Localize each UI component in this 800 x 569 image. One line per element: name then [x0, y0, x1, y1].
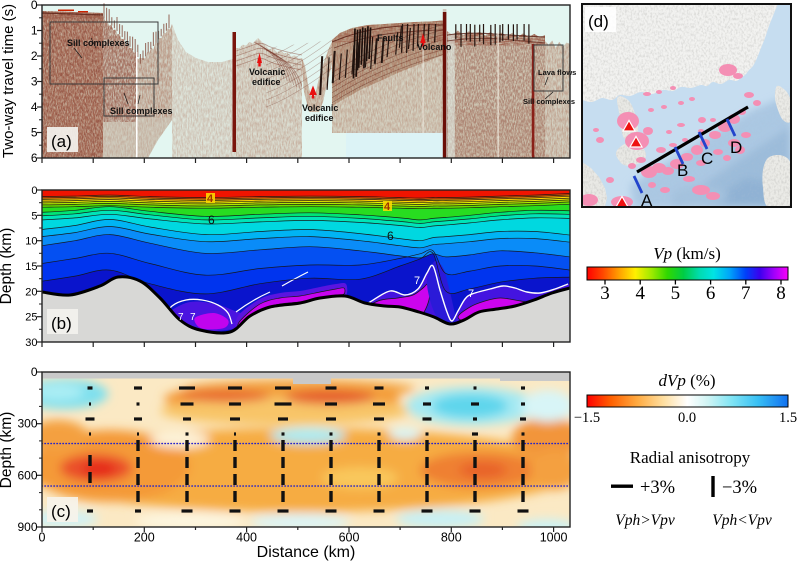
svg-text:dVp (%): dVp (%) [658, 371, 715, 390]
svg-text:5: 5 [31, 210, 37, 222]
svg-text:B: B [677, 161, 688, 180]
svg-text:200: 200 [134, 531, 155, 545]
svg-text:(b): (b) [51, 314, 72, 333]
svg-text:6: 6 [387, 229, 394, 243]
svg-text:6: 6 [208, 213, 215, 227]
svg-text:0: 0 [31, 365, 38, 379]
svg-text:20: 20 [25, 286, 37, 298]
svg-text:0: 0 [31, 185, 37, 197]
svg-text:edifice: edifice [252, 77, 281, 87]
svg-text:D: D [730, 138, 742, 157]
svg-text:800: 800 [441, 531, 462, 545]
svg-text:0: 0 [31, 0, 38, 12]
svg-text:Volcanic: Volcanic [302, 103, 338, 113]
svg-text:300: 300 [17, 417, 37, 431]
svg-text:15: 15 [25, 261, 37, 273]
svg-text:5: 5 [671, 283, 681, 304]
svg-text:2: 2 [31, 49, 38, 63]
svg-text:Volcano: Volcano [417, 42, 452, 52]
svg-text:600: 600 [17, 468, 37, 482]
svg-text:5: 5 [31, 126, 38, 140]
svg-text:4: 4 [31, 100, 38, 114]
svg-text:Faults: Faults [377, 33, 404, 43]
svg-text:(a): (a) [51, 132, 72, 151]
svg-text:Two-way travel time (s): Two-way travel time (s) [0, 4, 17, 158]
svg-text:−1.5: −1.5 [574, 410, 600, 426]
svg-text:Vp (km/s): Vp (km/s) [653, 244, 721, 263]
svg-text:(d): (d) [588, 12, 609, 31]
svg-text:4: 4 [635, 283, 645, 304]
svg-text:3: 3 [600, 283, 610, 304]
svg-text:Sill complexes: Sill complexes [67, 38, 130, 48]
svg-text:Depth (km): Depth (km) [0, 228, 15, 305]
svg-text:Vph>Vpv: Vph>Vpv [615, 512, 675, 529]
svg-text:Distance (km): Distance (km) [257, 544, 356, 561]
svg-text:7: 7 [178, 312, 184, 323]
svg-text:400: 400 [236, 531, 257, 545]
svg-text:1.5: 1.5 [779, 410, 797, 426]
svg-text:3: 3 [31, 75, 38, 89]
svg-text:600: 600 [339, 531, 360, 545]
svg-text:10: 10 [25, 236, 37, 248]
svg-text:edifice: edifice [305, 113, 334, 123]
svg-text:4: 4 [384, 201, 391, 213]
svg-text:−3%: −3% [722, 478, 757, 498]
svg-text:6: 6 [31, 151, 38, 165]
svg-text:Radial anisotropy: Radial anisotropy [630, 448, 751, 467]
svg-text:7: 7 [468, 288, 474, 300]
svg-text:6: 6 [706, 283, 716, 304]
svg-text:Sill complexes: Sill complexes [110, 106, 173, 116]
svg-text:Sill complexes: Sill complexes [523, 97, 575, 106]
svg-text:25: 25 [25, 312, 37, 324]
svg-text:0: 0 [39, 531, 46, 545]
svg-text:1: 1 [31, 24, 38, 38]
svg-text:1000: 1000 [540, 531, 568, 545]
svg-text:Vph<Vpv: Vph<Vpv [712, 512, 772, 529]
svg-text:7: 7 [414, 275, 420, 287]
svg-text:(c): (c) [51, 502, 71, 521]
svg-text:Depth (km): Depth (km) [0, 412, 15, 489]
svg-text:C: C [701, 149, 713, 168]
svg-text:7: 7 [190, 312, 196, 323]
svg-text:900: 900 [17, 520, 37, 534]
svg-text:Volcanic: Volcanic [249, 67, 285, 77]
svg-text:Lava flows: Lava flows [538, 68, 576, 77]
svg-text:A: A [641, 191, 653, 210]
svg-text:0.0: 0.0 [678, 410, 696, 426]
svg-text:4: 4 [207, 193, 214, 205]
svg-text:+3%: +3% [640, 478, 675, 498]
svg-text:7: 7 [741, 283, 751, 304]
svg-text:8: 8 [776, 283, 786, 304]
svg-text:30: 30 [25, 337, 37, 349]
